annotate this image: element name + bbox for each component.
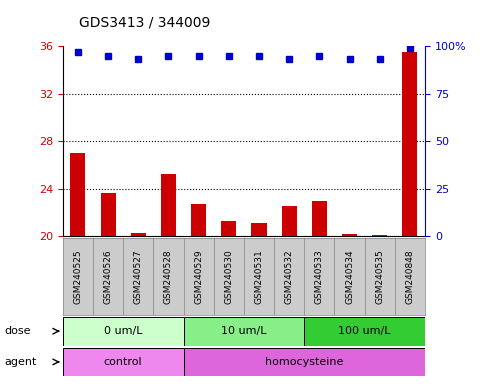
Text: 10 um/L: 10 um/L	[221, 326, 267, 336]
Text: GSM240535: GSM240535	[375, 249, 384, 304]
Text: agent: agent	[5, 357, 37, 367]
Bar	[221, 221, 236, 236]
Bar	[63, 348, 184, 376]
Text: dose: dose	[5, 326, 31, 336]
Text: GSM240525: GSM240525	[73, 249, 83, 304]
Text: GSM240530: GSM240530	[224, 249, 233, 304]
Bar	[184, 317, 304, 346]
Bar	[184, 348, 425, 376]
Bar	[191, 204, 206, 236]
Bar	[372, 235, 387, 236]
Bar	[252, 223, 267, 236]
Text: GSM240848: GSM240848	[405, 249, 414, 304]
Text: GSM240532: GSM240532	[284, 249, 294, 304]
Text: GDS3413 / 344009: GDS3413 / 344009	[79, 15, 211, 29]
Text: homocysteine: homocysteine	[265, 357, 343, 367]
Bar	[402, 52, 417, 236]
Bar	[161, 174, 176, 236]
Text: GSM240526: GSM240526	[103, 249, 113, 304]
Text: control: control	[104, 357, 142, 367]
Text: GSM240531: GSM240531	[255, 249, 264, 304]
Text: 100 um/L: 100 um/L	[339, 326, 391, 336]
Bar	[282, 207, 297, 236]
Bar	[100, 194, 115, 236]
Text: GSM240527: GSM240527	[134, 249, 143, 304]
Bar	[312, 200, 327, 236]
Text: 0 um/L: 0 um/L	[104, 326, 142, 336]
Text: GSM240534: GSM240534	[345, 249, 354, 304]
Text: GSM240533: GSM240533	[315, 249, 324, 304]
Text: GSM240529: GSM240529	[194, 249, 203, 304]
Bar	[304, 317, 425, 346]
Bar	[63, 317, 184, 346]
Bar	[342, 234, 357, 236]
Bar	[71, 153, 85, 236]
Bar	[131, 233, 146, 236]
Text: GSM240528: GSM240528	[164, 249, 173, 304]
